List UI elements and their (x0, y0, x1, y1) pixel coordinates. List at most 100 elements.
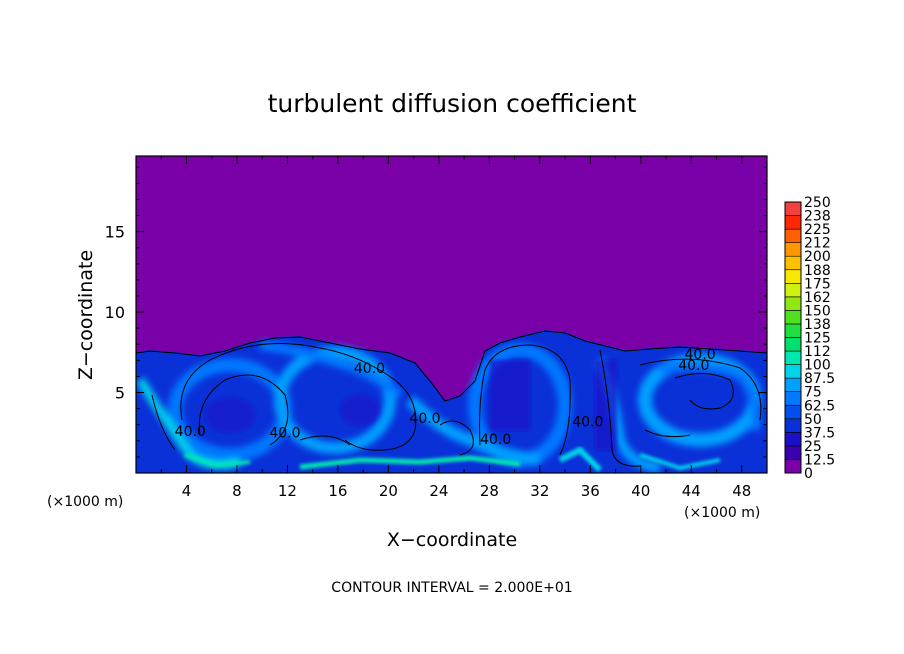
contour-7 (151, 394, 176, 451)
contour-9 (299, 435, 351, 446)
colorbar-swatch (784, 377, 802, 392)
x-axis: 4 8 12 16 20 24 28 32 36 40 44 48 (160, 156, 751, 500)
dark-core-3 (205, 397, 255, 433)
dark-core-2 (595, 360, 617, 450)
colorbar-swatch (784, 391, 802, 406)
contour-interval-note: CONTOUR INTERVAL = 2.000E+01 (331, 580, 572, 596)
colorbar-swatch (784, 282, 802, 298)
contour-label: 40.0 (685, 347, 716, 363)
x-tick-label: 4 (182, 482, 192, 500)
bottom-band-3 (639, 453, 721, 471)
colorbar-label: 75 (804, 385, 822, 401)
colorbar-swatch (784, 323, 802, 338)
dark-core-4 (340, 394, 380, 426)
colorbar-label: 37.5 (804, 425, 835, 441)
colorbar-swatch (784, 364, 802, 379)
colorbar-swatch (784, 445, 802, 460)
eddy-2 (274, 346, 396, 454)
contour-label: 40.0 (175, 424, 206, 440)
x-tick-label: 44 (682, 482, 701, 500)
colorbar-swatch (784, 310, 802, 325)
contour-top-boundary (136, 330, 767, 402)
colorbar-label: 50 (804, 412, 822, 428)
contour-10 (644, 429, 691, 438)
x-tick-label: 8 (232, 482, 242, 500)
heatmap-field: 40.040.0 40.040.040.040.040.040.0 (136, 156, 767, 473)
chart-title: turbulent diffusion coefficient (268, 89, 637, 118)
x-tick-label: 36 (581, 482, 600, 500)
colorbar-label: 87.5 (804, 371, 835, 387)
colorbar-label: 250 (804, 195, 831, 211)
contour-3 (479, 344, 571, 456)
bottom-cyan-band (184, 446, 721, 473)
colorbar-label: 112 (804, 344, 831, 360)
colorbar-swatch (784, 432, 802, 447)
contour-label: 40.0 (269, 426, 300, 442)
contour-1 (180, 343, 417, 451)
colorbar-label: 188 (804, 263, 831, 279)
plot-frame (135, 155, 768, 474)
x-tick-label: 40 (631, 482, 650, 500)
colorbar-swatch (784, 201, 802, 216)
colorbar-swatch (784, 337, 802, 352)
contour-labels: 40.040.0 40.040.040.040.040.040.0 (175, 347, 716, 448)
colorbar-swatch (784, 269, 802, 284)
colorbar-label: 0 (804, 466, 813, 482)
y-tick-label: 10 (105, 303, 125, 322)
contour-6 (674, 373, 734, 410)
colorbar-swatch (784, 215, 802, 230)
colorbar-swatch (784, 242, 802, 257)
y-tick-label: 15 (105, 223, 125, 242)
contour-2 (198, 374, 289, 446)
colorbar-swatch (784, 228, 802, 243)
colorbar-label: 62.5 (804, 398, 835, 414)
colorbar-label: 125 (804, 331, 831, 347)
x-tick-label: 28 (480, 482, 499, 500)
colorbar-label: 12.5 (804, 452, 835, 468)
contour-label: 40.0 (480, 432, 511, 448)
y-axis: 5 10 15 (105, 166, 767, 458)
x-axis-label: X−coordinate (387, 529, 517, 551)
bottom-band-2 (558, 446, 603, 473)
colorbar-label: 225 (804, 222, 831, 238)
contour-lines (136, 330, 767, 467)
x-tick-label: 16 (328, 482, 347, 500)
colorbar-label: 100 (804, 358, 831, 374)
colorbar-label: 175 (804, 276, 831, 292)
x-tick-label: 20 (379, 482, 398, 500)
contour-label: 40.0 (354, 361, 385, 377)
colorbar-label: 238 (804, 209, 831, 225)
eddy-streak-4 (259, 340, 404, 399)
dark-cores (205, 360, 617, 450)
colorbar-swatch (784, 296, 802, 311)
colorbar-label: 138 (804, 317, 831, 333)
x-tick-label: 12 (278, 482, 297, 500)
bottom-band-4 (184, 453, 251, 468)
colorbar: 012.52537.55062.57587.510011212513815016… (784, 195, 835, 482)
x-unit-left: (×1000 m) (47, 494, 123, 510)
colorbar-swatch (784, 404, 802, 420)
dark-core-1 (490, 360, 530, 430)
x-unit-right: (×1000 m) (684, 505, 760, 521)
colorbar-frame (784, 201, 802, 474)
colorbar-swatch (784, 350, 802, 365)
colorbar-label: 150 (804, 303, 831, 319)
colorbar-label: 25 (804, 439, 822, 455)
x-tick-label: 24 (429, 482, 448, 500)
colorbar-swatch (784, 418, 802, 433)
contour-label: 40.0 (678, 358, 709, 374)
contour-label: 40.0 (409, 411, 440, 427)
colorbar-label: 162 (804, 290, 831, 306)
colorbar-label: 212 (804, 236, 831, 252)
x-tick-label: 48 (732, 482, 751, 500)
colorbar-swatch (784, 255, 802, 271)
bottom-band-1 (299, 455, 521, 470)
contour-label: 40.0 (572, 414, 603, 430)
eddy-streak-5 (658, 361, 761, 431)
colorbar-label: 200 (804, 249, 831, 265)
contour-5 (639, 358, 762, 421)
x-tick-label: 32 (530, 482, 549, 500)
y-tick-label: 5 (115, 384, 125, 403)
y-axis-label: Z−coordinate (75, 250, 97, 380)
